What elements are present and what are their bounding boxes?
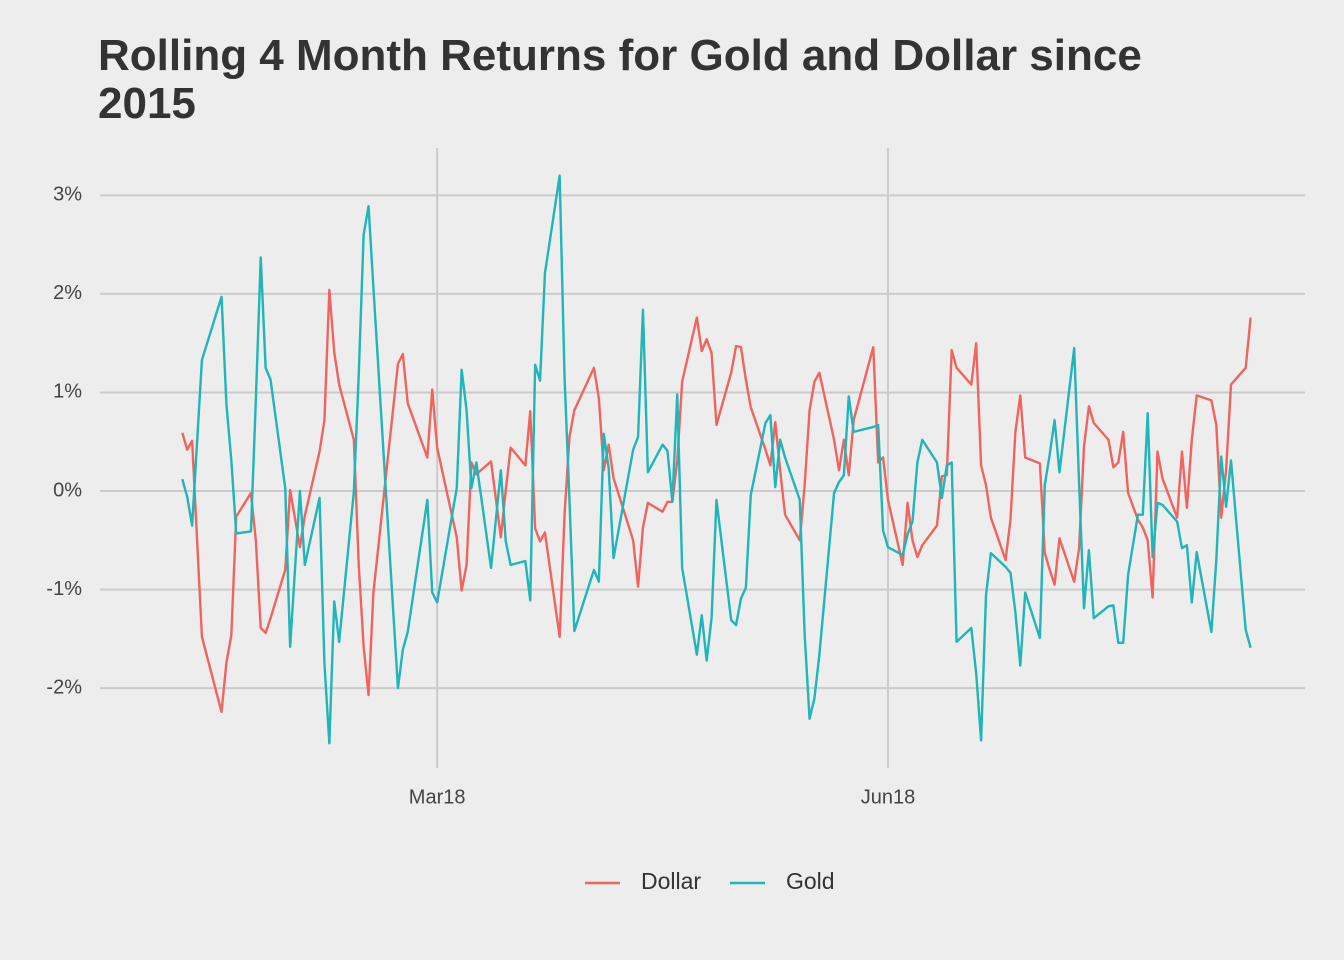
x-tick-label: Jun18 (861, 786, 916, 808)
legend-label: Gold (786, 868, 835, 894)
series-line (181, 174, 1252, 745)
x-tick-label: Mar18 (409, 786, 466, 808)
y-tick-label: 2% (53, 282, 82, 304)
chart-title: Rolling 4 Month Returns for Gold and Dol… (98, 31, 1142, 128)
y-tick-label: -2% (46, 676, 82, 698)
y-tick-label: 3% (53, 184, 82, 206)
legend-label: Dollar (641, 868, 701, 894)
series-line (181, 288, 1252, 714)
y-tick-label: 1% (53, 381, 82, 403)
y-tick-label: -1% (46, 578, 82, 600)
y-tick-label: 0% (53, 479, 82, 501)
